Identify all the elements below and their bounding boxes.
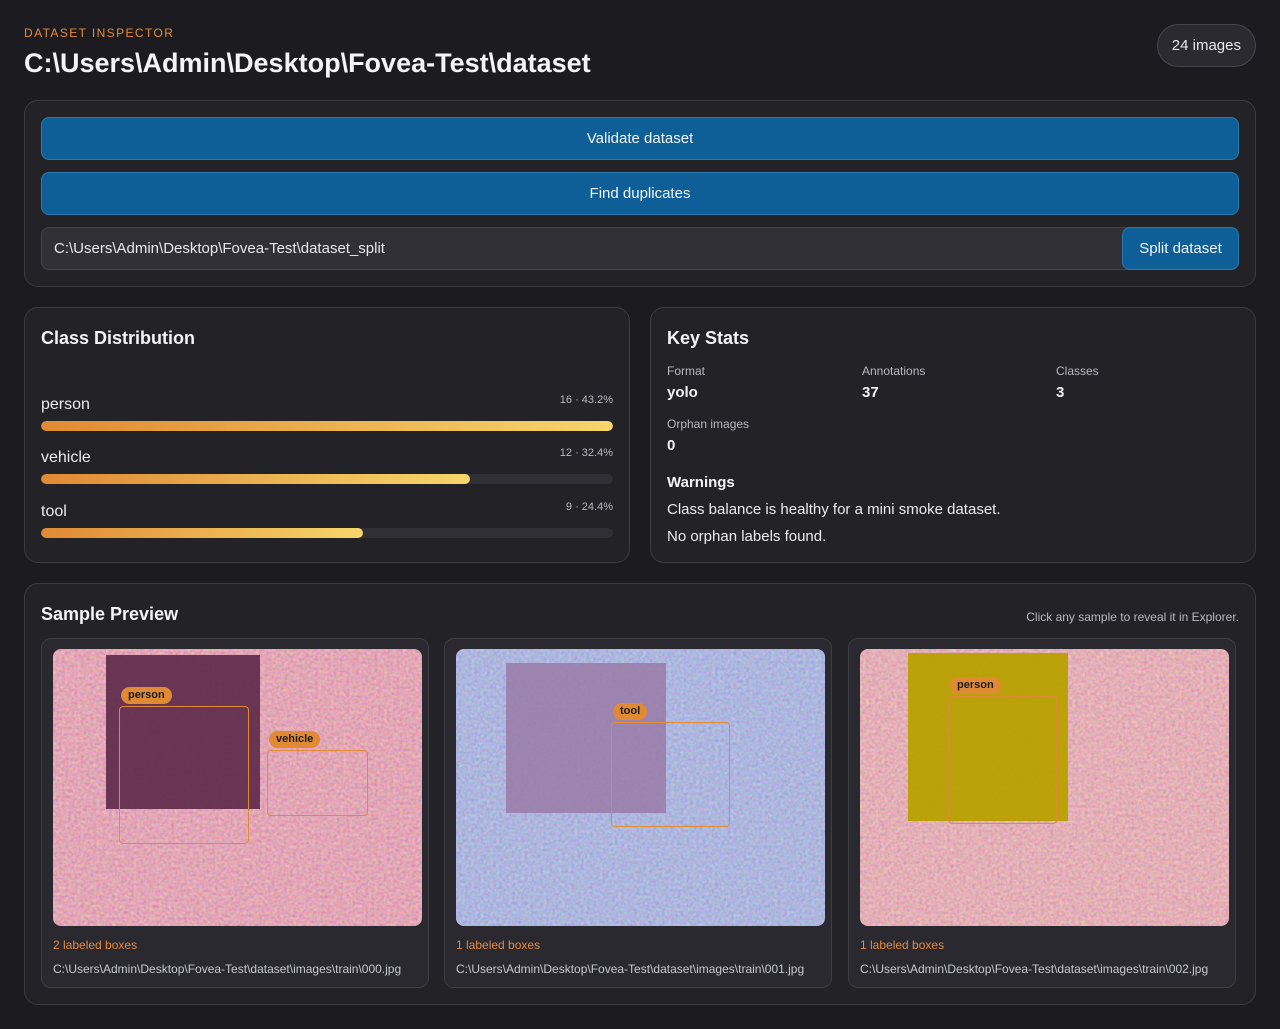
stat-annotations: Annotations 37 — [862, 364, 925, 401]
bounding-box-label: person — [950, 677, 1001, 694]
class-bar-track — [41, 474, 613, 484]
class-distribution-panel: Class Distribution person 16 · 43.2% veh… — [24, 307, 630, 563]
class-bar-track — [41, 421, 613, 431]
bounding-box: person — [948, 677, 1057, 824]
stat-label: Classes — [1056, 364, 1099, 378]
labeled-box-count: 1 labeled boxes — [860, 938, 945, 952]
split-row: Split dataset — [41, 227, 1239, 270]
actions-panel: Validate dataset Find duplicates Split d… — [24, 100, 1256, 287]
labeled-box-count: 2 labeled boxes — [53, 938, 138, 952]
stat-value: yolo — [667, 384, 698, 401]
stat-label: Annotations — [862, 364, 926, 378]
warning-item: No orphan labels found. — [667, 528, 827, 545]
validate-dataset-button[interactable]: Validate dataset — [41, 117, 1239, 160]
bounding-box: person — [119, 687, 249, 844]
warnings-title: Warnings — [667, 474, 735, 491]
class-count-percent: 16 · 43.2% — [559, 394, 613, 406]
class-row-person: person 16 · 43.2% — [41, 394, 613, 446]
split-dataset-button[interactable]: Split dataset — [1122, 227, 1239, 270]
sample-preview-title: Sample Preview — [41, 604, 179, 624]
page-eyebrow: DATASET INSPECTOR — [24, 26, 175, 40]
key-stats-panel: Key Stats Format yolo Annotations 37 Cla… — [650, 307, 1256, 563]
stat-label: Orphan images — [667, 417, 750, 431]
sample-file-path: C:\Users\Admin\Desktop\Fovea-Test\datase… — [456, 962, 805, 976]
sample-card-002[interactable]: person 1 labeled boxes C:\Users\Admin\De… — [848, 638, 1236, 988]
sample-preview-hint: Click any sample to reveal it in Explore… — [1026, 610, 1239, 624]
stat-format: Format yolo — [667, 364, 705, 401]
stat-orphan-images: Orphan images 0 — [667, 417, 749, 454]
page-title: C:\Users\Admin\Desktop\Fovea-Test\datase… — [24, 48, 591, 78]
sample-thumbnail: person — [860, 649, 1229, 926]
sample-thumbnail: person vehicle — [53, 649, 422, 926]
sample-file-path: C:\Users\Admin\Desktop\Fovea-Test\datase… — [860, 962, 1209, 976]
warning-item: Class balance is healthy for a mini smok… — [667, 501, 1001, 518]
sample-preview-panel: Sample Preview Click any sample to revea… — [24, 583, 1256, 1005]
find-duplicates-button[interactable]: Find duplicates — [41, 172, 1239, 215]
bounding-box: vehicle — [267, 731, 368, 816]
split-output-path-input[interactable] — [54, 228, 1104, 269]
stat-value: 3 — [1056, 384, 1065, 401]
class-count-percent: 12 · 32.4% — [559, 447, 613, 459]
class-bar-track — [41, 528, 613, 538]
bounding-box-label: vehicle — [269, 731, 321, 748]
sample-card-001[interactable]: tool 1 labeled boxes C:\Users\Admin\Desk… — [444, 638, 832, 988]
sample-card-000[interactable]: person vehicle 2 labeled boxes C:\Users\… — [41, 638, 429, 988]
sample-image — [860, 649, 1229, 926]
class-name: vehicle — [41, 449, 91, 466]
stat-classes: Classes 3 — [1056, 364, 1099, 401]
sample-file-path: C:\Users\Admin\Desktop\Fovea-Test\datase… — [53, 962, 402, 976]
sample-image — [456, 649, 825, 926]
sample-image — [53, 649, 422, 926]
class-bar-fill — [41, 474, 470, 484]
labeled-box-count: 1 labeled boxes — [456, 938, 541, 952]
class-distribution-title: Class Distribution — [41, 328, 196, 348]
page-header: DATASET INSPECTOR C:\Users\Admin\Desktop… — [24, 24, 1256, 84]
class-name: tool — [41, 503, 67, 520]
bounding-box-label: tool — [613, 703, 648, 720]
class-row-tool: tool 9 · 24.4% — [41, 501, 613, 553]
class-row-vehicle: vehicle 12 · 32.4% — [41, 447, 613, 499]
image-count-badge: 24 images — [1156, 24, 1256, 67]
stat-value: 37 — [862, 384, 879, 401]
class-count-percent: 9 · 24.4% — [565, 501, 613, 513]
class-name: person — [41, 396, 90, 413]
stat-value: 0 — [667, 437, 676, 454]
bounding-box: tool — [611, 703, 730, 827]
stat-label: Format — [667, 364, 706, 378]
key-stats-title: Key Stats — [667, 328, 750, 348]
bounding-box-label: person — [121, 687, 172, 704]
class-bar-fill — [41, 528, 363, 538]
sample-thumbnail: tool — [456, 649, 825, 926]
class-bar-fill — [41, 421, 613, 431]
